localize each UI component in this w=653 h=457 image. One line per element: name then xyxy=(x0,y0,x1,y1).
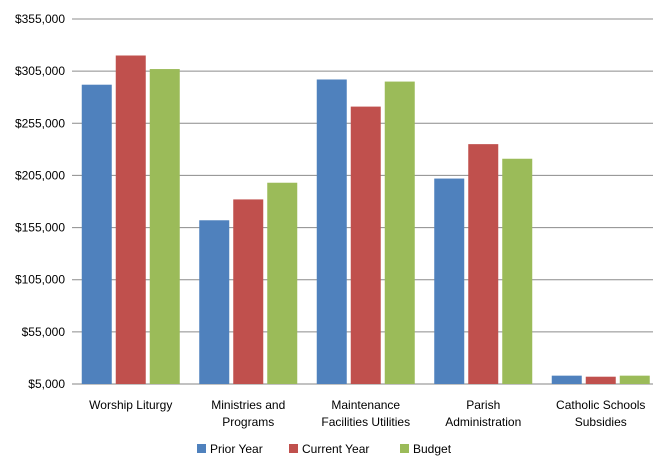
bar-current-year xyxy=(468,144,499,384)
y-tick-label: $55,000 xyxy=(22,325,66,339)
legend-swatch xyxy=(289,444,298,453)
x-axis-tick-labels: Worship Liturgy Ministries and Programs Mai… xyxy=(89,398,645,429)
bar-budget xyxy=(149,69,180,385)
y-axis-tick-labels: $5,000 $55,000 $105,000 $155,000 $205,000 $25… xyxy=(15,12,65,391)
x-tick-label: Ministries and Programs xyxy=(211,398,285,429)
bar-current-year xyxy=(585,376,616,384)
legend-swatch xyxy=(400,444,409,453)
x-tick-label: Parish Administration xyxy=(445,398,521,429)
x-tick-label: Catholic Schools Subsidies xyxy=(556,398,645,429)
legend-swatch xyxy=(197,444,206,453)
y-tick-label: $355,000 xyxy=(15,12,65,26)
bar-budget xyxy=(384,81,415,385)
bars xyxy=(81,55,650,385)
legend: Prior Year Current Year Budget xyxy=(197,442,452,456)
bar-prior-year xyxy=(199,220,230,384)
bar-budget xyxy=(267,182,298,384)
y-tick-label: $105,000 xyxy=(15,273,65,287)
x-tick-label: Worship Liturgy xyxy=(89,398,172,412)
bar-prior-year xyxy=(316,79,347,384)
bar-prior-year xyxy=(551,375,582,384)
legend-label: Budget xyxy=(413,442,452,456)
legend-label: Current Year xyxy=(302,442,369,456)
y-tick-label: $155,000 xyxy=(15,221,65,235)
bar-budget xyxy=(619,375,650,384)
y-tick-label: $5,000 xyxy=(28,377,65,391)
x-tick-label: Maintenance Facilities Utilities xyxy=(321,398,410,429)
bar-prior-year xyxy=(434,178,465,384)
y-tick-label: $205,000 xyxy=(15,168,65,182)
bar-current-year xyxy=(115,55,146,384)
bar-budget xyxy=(502,158,533,384)
bar-current-year xyxy=(233,199,264,384)
bar-current-year xyxy=(350,106,381,384)
legend-label: Prior Year xyxy=(210,442,263,456)
y-tick-label: $255,000 xyxy=(15,116,65,130)
y-tick-label: $305,000 xyxy=(15,64,65,78)
bar-prior-year xyxy=(81,84,112,384)
